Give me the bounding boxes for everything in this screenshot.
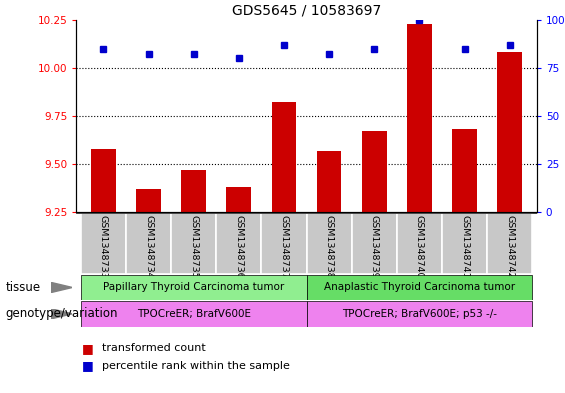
Text: Anaplastic Thyroid Carcinoma tumor: Anaplastic Thyroid Carcinoma tumor: [324, 283, 515, 292]
Text: GSM1348734: GSM1348734: [144, 215, 153, 279]
Text: GSM1348739: GSM1348739: [370, 215, 379, 279]
Bar: [272, 103, 297, 212]
Text: percentile rank within the sample: percentile rank within the sample: [102, 361, 290, 371]
Text: ■: ■: [82, 342, 94, 355]
Polygon shape: [51, 282, 72, 292]
Bar: [171, 213, 216, 274]
Bar: [81, 301, 307, 327]
Text: GSM1348736: GSM1348736: [234, 215, 244, 279]
Text: GSM1348733: GSM1348733: [99, 215, 108, 279]
Bar: [136, 189, 161, 212]
Bar: [497, 52, 522, 212]
Bar: [316, 151, 341, 212]
Bar: [307, 301, 532, 327]
Bar: [452, 129, 477, 212]
Bar: [181, 170, 206, 212]
Text: GSM1348741: GSM1348741: [460, 215, 469, 278]
Bar: [442, 213, 487, 274]
Bar: [227, 187, 251, 212]
Text: GSM1348742: GSM1348742: [505, 215, 514, 278]
Text: tissue: tissue: [6, 281, 41, 294]
Bar: [81, 275, 307, 300]
Text: GSM1348735: GSM1348735: [189, 215, 198, 279]
Bar: [407, 24, 432, 212]
Text: TPOCreER; BrafV600E; p53 -/-: TPOCreER; BrafV600E; p53 -/-: [342, 309, 497, 319]
Bar: [351, 213, 397, 274]
Text: GSM1348738: GSM1348738: [324, 215, 333, 279]
Bar: [262, 213, 307, 274]
Bar: [307, 213, 351, 274]
Bar: [487, 213, 532, 274]
Bar: [81, 213, 126, 274]
Bar: [307, 275, 532, 300]
Bar: [397, 213, 442, 274]
Bar: [216, 213, 262, 274]
Title: GDS5645 / 10583697: GDS5645 / 10583697: [232, 3, 381, 17]
Bar: [126, 213, 171, 274]
Text: transformed count: transformed count: [102, 343, 206, 353]
Text: genotype/variation: genotype/variation: [6, 307, 118, 320]
Text: ■: ■: [82, 359, 94, 373]
Text: TPOCreER; BrafV600E: TPOCreER; BrafV600E: [137, 309, 251, 319]
Text: GSM1348740: GSM1348740: [415, 215, 424, 278]
Bar: [362, 131, 386, 212]
Polygon shape: [51, 309, 72, 319]
Bar: [91, 149, 116, 212]
Text: Papillary Thyroid Carcinoma tumor: Papillary Thyroid Carcinoma tumor: [103, 283, 284, 292]
Text: GSM1348737: GSM1348737: [280, 215, 289, 279]
